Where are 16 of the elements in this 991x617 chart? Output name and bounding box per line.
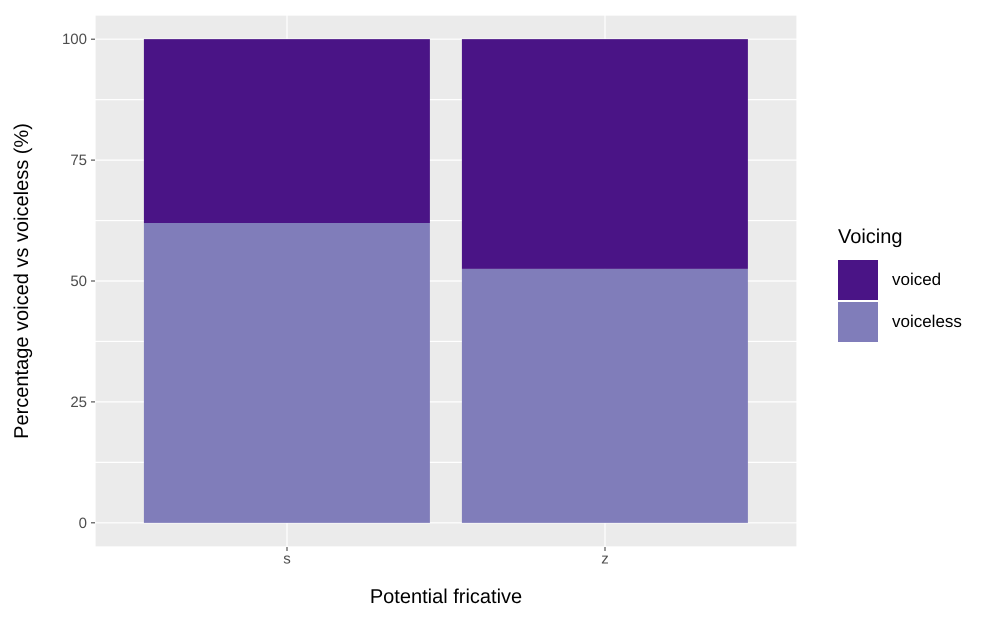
bar (144, 222, 430, 523)
y-tick-label: 100 (62, 31, 87, 48)
legend-title: Voicing (838, 226, 904, 249)
bar (462, 39, 748, 269)
legend-label: voiced (892, 270, 942, 290)
x-tick-label: z (601, 550, 609, 568)
y-tick-label: 50 (70, 273, 87, 290)
x-tick-label: s (283, 550, 291, 568)
y-tick-label: 75 (70, 152, 87, 170)
y-tick-label: 25 (70, 394, 87, 411)
y-axis-title: Percentage voiced vs voiceless (%) (11, 123, 33, 439)
y-tick-label: 0 (78, 514, 87, 532)
legend-label: voiceless (892, 312, 962, 332)
bar (144, 39, 430, 223)
x-axis-title: Potential fricative (370, 586, 522, 608)
bar (462, 268, 748, 523)
